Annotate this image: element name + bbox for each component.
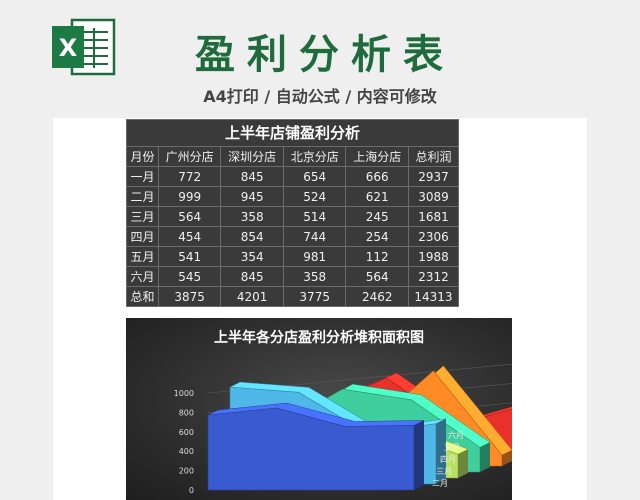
table-cell[interactable]: 854 [220,226,284,247]
table-cell[interactable]: 2312 [407,266,460,287]
table-cell[interactable]: 3875 [157,286,222,307]
area-side-四月 [480,442,490,472]
table-row: 一月 772 845 654 666 2937 [126,166,460,187]
table-row: 五月 541 354 981 112 1988 [126,246,460,267]
table-cell[interactable]: 541 [157,246,222,267]
excel-logo-icon: X [52,18,116,76]
area-side-三月 [458,449,468,478]
table-cell[interactable]: 4201 [220,286,284,307]
data-table: 月份 广州分店 深圳分店 北京分店 上海分店 总利润 一月 772 845 65… [126,146,460,307]
area-chart[interactable]: 上半年各分店盈利分析堆积面积图 1000 800 600 400 200 0 六月五月四月三月… [126,318,512,500]
table-cell[interactable]: 564 [157,206,222,227]
table-cell[interactable]: 545 [157,266,222,287]
table-cell[interactable]: 14313 [407,286,460,307]
column-header: 上海分店 [345,146,409,167]
table-cell[interactable]: 3775 [282,286,347,307]
y-tick-label: 600 [179,428,194,437]
table-cell[interactable]: 2937 [407,166,460,187]
column-header: 月份 [126,146,159,167]
column-header: 广州分店 [157,146,222,167]
y-tick-label: 200 [179,467,194,476]
profit-table: 上半年店铺盈利分析 月份 广州分店 深圳分店 北京分店 上海分店 总利润 一月 … [126,119,460,307]
table-row: 四月 454 854 744 254 2306 [126,226,460,247]
depth-label: 六月 [448,430,464,440]
table-total-row: 总和 3875 4201 3775 2462 14313 [126,286,460,307]
table-cell[interactable]: 总和 [126,286,159,307]
table-row: 三月 564 358 514 245 1681 [126,206,460,227]
table-cell[interactable]: 981 [282,246,347,267]
table-cell[interactable]: 3089 [407,186,460,207]
table-cell[interactable]: 112 [345,246,409,267]
table-cell[interactable]: 六月 [126,266,159,287]
table-row: 六月 545 845 358 564 2312 [126,266,460,287]
table-cell[interactable]: 三月 [126,206,159,227]
table-cell[interactable]: 一月 [126,166,159,187]
depth-label: 五月 [444,443,460,452]
area-side-二月 [436,418,446,484]
table-cell[interactable]: 999 [157,186,222,207]
area-side-一月 [414,420,424,490]
table-cell[interactable]: 2306 [407,226,460,247]
table-cell[interactable]: 245 [345,206,409,227]
table-title: 上半年店铺盈利分析 [126,119,459,146]
header: X 盈利分析表 A4打印 / 自动公式 / 内容可修改 [0,0,640,118]
table-cell[interactable]: 564 [345,266,409,287]
table-cell[interactable]: 524 [282,186,347,207]
table-cell[interactable]: 454 [157,226,222,247]
table-cell[interactable]: 744 [282,226,347,247]
table-cell[interactable]: 514 [282,206,347,227]
table-cell[interactable]: 354 [220,246,284,267]
table-cell[interactable]: 945 [220,186,284,207]
y-tick-label: 0 [189,486,194,495]
table-cell[interactable]: 845 [220,266,284,287]
table-cell[interactable]: 358 [282,266,347,287]
area-side-五月 [502,450,512,466]
table-header-row: 月份 广州分店 深圳分店 北京分店 上海分店 总利润 [126,146,460,167]
table-cell[interactable]: 358 [220,206,284,227]
table-row: 二月 999 945 524 621 3089 [126,186,460,207]
table-cell[interactable]: 2462 [345,286,409,307]
table-cell[interactable]: 772 [157,166,222,187]
depth-label: 四月 [440,455,456,464]
table-cell[interactable]: 621 [345,186,409,207]
table-cell[interactable]: 二月 [126,186,159,207]
column-header: 深圳分店 [220,146,284,167]
depth-label: 三月 [436,467,452,476]
table-cell[interactable]: 254 [345,226,409,247]
table-cell[interactable]: 845 [220,166,284,187]
page-title: 盈利分析表 [195,32,455,78]
table-cell[interactable]: 654 [282,166,347,187]
column-header: 北京分店 [282,146,347,167]
y-tick-label: 800 [179,408,194,417]
page-subtitle: A4打印 / 自动公式 / 内容可修改 [203,87,437,106]
table-cell[interactable]: 四月 [126,226,159,247]
y-tick-label: 400 [179,447,194,456]
y-tick-label: 1000 [174,389,194,398]
table-cell[interactable]: 666 [345,166,409,187]
chart-title: 上半年各分店盈利分析堆积面积图 [214,329,424,346]
table-cell[interactable]: 五月 [126,246,159,267]
chart-svg: 上半年各分店盈利分析堆积面积图 1000 800 600 400 200 0 六月五月四月三月… [174,329,512,495]
svg-text:X: X [59,34,78,62]
table-cell[interactable]: 1681 [407,206,460,227]
depth-label: 二月 [432,479,448,488]
column-header: 总利润 [407,146,460,167]
table-cell[interactable]: 1988 [407,246,460,267]
